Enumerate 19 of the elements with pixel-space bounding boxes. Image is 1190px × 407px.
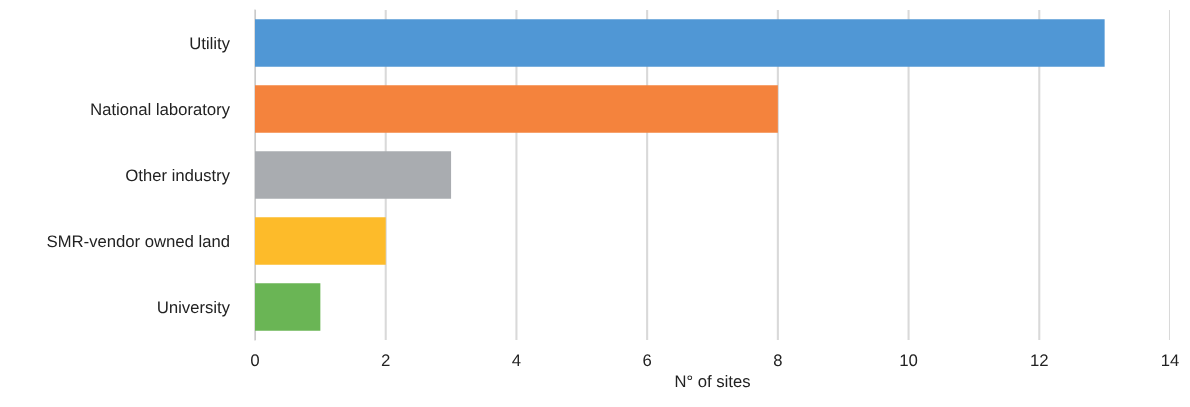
x-tick-label: 12 xyxy=(1031,354,1048,366)
y-tick-label: SMR-vendor owned land xyxy=(47,234,229,248)
x-tick-label: 6 xyxy=(643,354,652,367)
x-tick-label: 4 xyxy=(512,354,521,366)
x-axis-title: N° of sites xyxy=(675,374,750,388)
bar xyxy=(255,19,1105,67)
y-tick-label: National laboratory xyxy=(91,102,230,119)
x-tick-label: 8 xyxy=(773,354,782,367)
y-tick-label: Other industry xyxy=(126,168,230,185)
y-tick-label: Utility xyxy=(190,36,230,53)
bar xyxy=(255,85,778,133)
x-tick-label: 14 xyxy=(1162,354,1179,366)
bar xyxy=(255,217,386,265)
bar xyxy=(255,283,321,331)
x-tick-label: 0 xyxy=(251,354,259,367)
bar xyxy=(255,151,452,199)
y-tick-label: University xyxy=(158,300,230,317)
x-tick-label: 2 xyxy=(381,354,390,366)
x-tick-label: 10 xyxy=(900,354,918,367)
